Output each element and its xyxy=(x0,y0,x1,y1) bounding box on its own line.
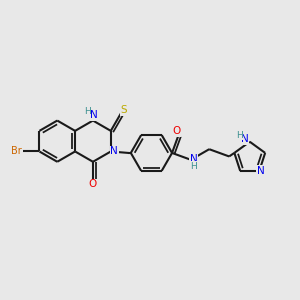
Text: H: H xyxy=(190,162,197,171)
Text: N: N xyxy=(90,110,98,120)
Text: H: H xyxy=(84,107,90,116)
Text: N: N xyxy=(110,146,118,157)
Text: H: H xyxy=(236,131,243,140)
Text: Br: Br xyxy=(11,146,22,157)
Text: S: S xyxy=(120,105,127,115)
Text: N: N xyxy=(241,134,248,144)
Text: N: N xyxy=(257,166,265,176)
Text: O: O xyxy=(173,126,181,136)
Text: O: O xyxy=(89,179,97,190)
Text: N: N xyxy=(190,154,198,164)
